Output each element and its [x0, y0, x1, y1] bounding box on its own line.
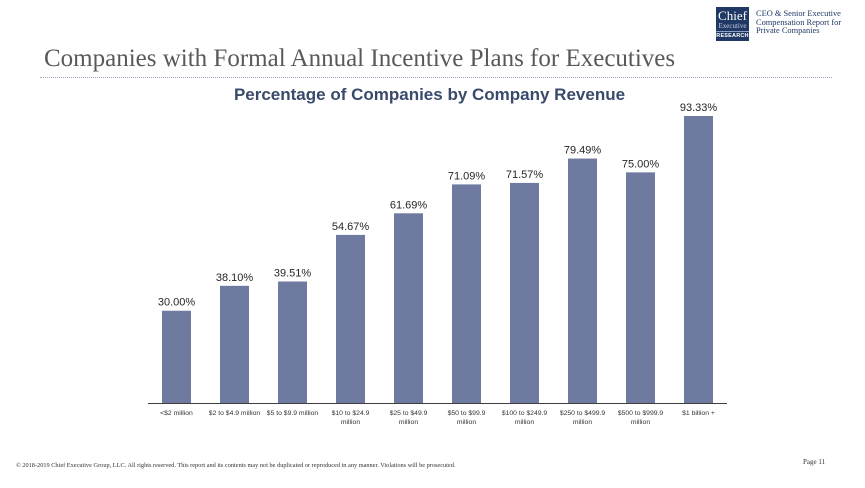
x-tick-label: <$2 million — [160, 410, 193, 417]
report-title-line: Private Companies — [756, 26, 820, 36]
logo-executive-text: Executive — [718, 22, 747, 30]
bar — [278, 281, 307, 403]
report-title: CEO & Senior Executive Compensation Repo… — [756, 9, 865, 36]
x-tick-label: million — [399, 419, 418, 426]
bar — [220, 285, 249, 403]
data-label: 93.33% — [680, 102, 718, 114]
x-tick-label: $100 to $249.9 — [502, 410, 548, 417]
x-tick-label: million — [341, 419, 360, 426]
x-tick-label: $50 to $99.9 — [448, 410, 486, 417]
chart-title: Percentage of Companies by Company Reven… — [233, 85, 626, 104]
x-tick-label: million — [515, 419, 534, 426]
logo-chief-text: Chief — [718, 8, 747, 23]
x-tick-label: million — [457, 419, 476, 426]
page-title: Companies with Formal Annual Incentive P… — [44, 45, 676, 72]
data-label: 79.49% — [564, 145, 602, 157]
x-tick-label: million — [631, 419, 650, 426]
x-tick-label: $2 to $4.9 million — [209, 410, 261, 417]
bar — [336, 234, 365, 403]
x-tick-label: $250 to $499.9 — [560, 410, 606, 417]
bar — [626, 172, 655, 403]
data-label: 75.00% — [622, 158, 660, 170]
x-tick-label: million — [573, 419, 592, 426]
data-label: 61.69% — [390, 199, 428, 211]
copyright-notice: © 2018-2019 Chief Executive Group, LLC. … — [16, 462, 456, 469]
data-label: 30.00% — [158, 297, 196, 309]
report-title-line: CEO & Senior Executive — [756, 9, 841, 18]
bar — [394, 213, 423, 403]
x-tick-label: $500 to $999.9 — [618, 410, 664, 417]
bar — [510, 182, 539, 403]
data-label: 54.67% — [332, 221, 370, 233]
bar — [568, 158, 597, 403]
x-tick-label: $5 to $9.9 million — [267, 410, 319, 417]
x-tick-label: $25 to $49.9 — [390, 410, 428, 417]
chief-executive-logo: Chief Executive RESEARCH — [716, 7, 749, 41]
bar — [452, 184, 481, 403]
bar — [162, 310, 191, 403]
page-number: Page 11 — [803, 458, 826, 466]
title-divider — [40, 77, 832, 78]
data-label: 71.57% — [506, 169, 544, 181]
chart-title-wrap: Percentage of Companies by Company Reven… — [0, 85, 865, 105]
logo-research-text: RESEARCH — [716, 31, 749, 39]
x-tick-label: $10 to $24.9 — [332, 410, 370, 417]
report-title-line: Compensation Report for — [756, 17, 842, 27]
data-label: 71.09% — [448, 170, 486, 182]
bar — [684, 116, 713, 403]
data-label: 39.51% — [274, 268, 312, 280]
data-label: 38.10% — [216, 272, 254, 284]
x-tick-label: $1 billion + — [682, 410, 715, 417]
